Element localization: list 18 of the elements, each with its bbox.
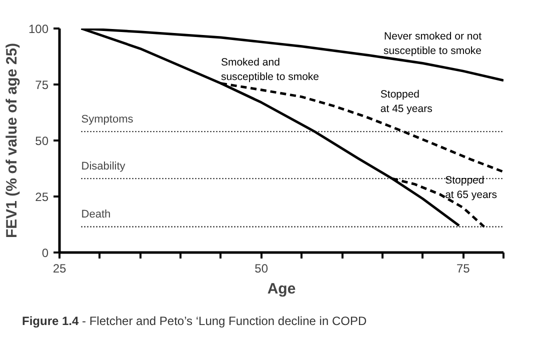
y-tick-label: 50	[35, 134, 49, 148]
ref-line-label: Death	[81, 208, 111, 221]
y-tick-label: 25	[35, 190, 49, 204]
caption: Figure 1.4 - Fletcher and Peto’s ‘Lung Function decline in COPD	[22, 313, 367, 330]
y-tick-label: 0	[42, 246, 49, 260]
series-label: Stopped at 45 years	[380, 88, 432, 115]
y-tick-label: 100	[28, 22, 49, 36]
ref-line-label: Symptoms	[81, 114, 134, 126]
x-tick-label: 25	[52, 262, 66, 276]
y-axis-title: FEV1 (% of value of age 25)	[3, 42, 20, 238]
x-tick-label: 75	[456, 262, 470, 276]
series-label: Never smoked or not susceptible to smoke	[383, 30, 482, 57]
x-tick-label: 50	[254, 262, 268, 276]
y-tick-label: 75	[35, 78, 49, 92]
series-label: Smoked and susceptible to smoke	[220, 56, 320, 83]
x-axis-title: Age	[267, 280, 296, 298]
series-label: Stopped at 65 years	[445, 174, 498, 201]
ref-line-label: Disability	[81, 160, 126, 173]
